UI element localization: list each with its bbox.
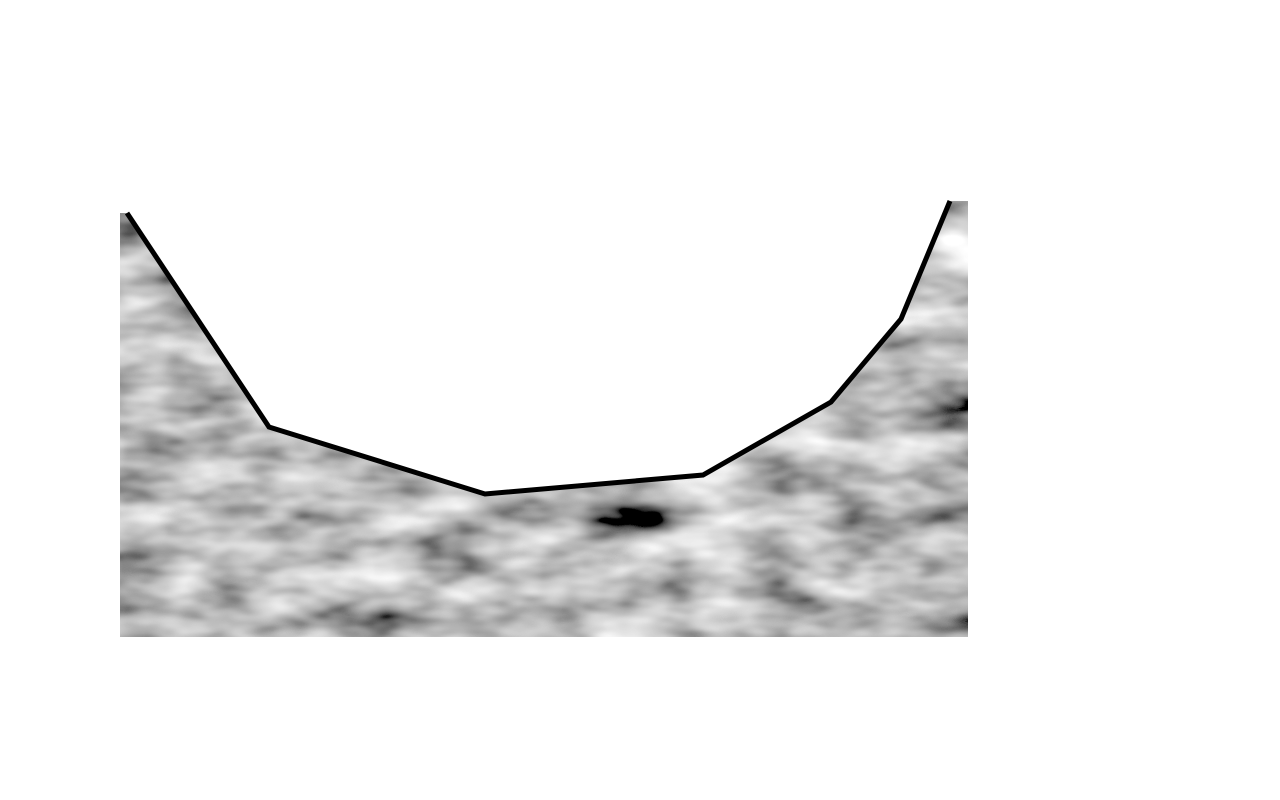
profile-line — [124, 200, 953, 497]
ground-texture-region — [120, 201, 968, 637]
